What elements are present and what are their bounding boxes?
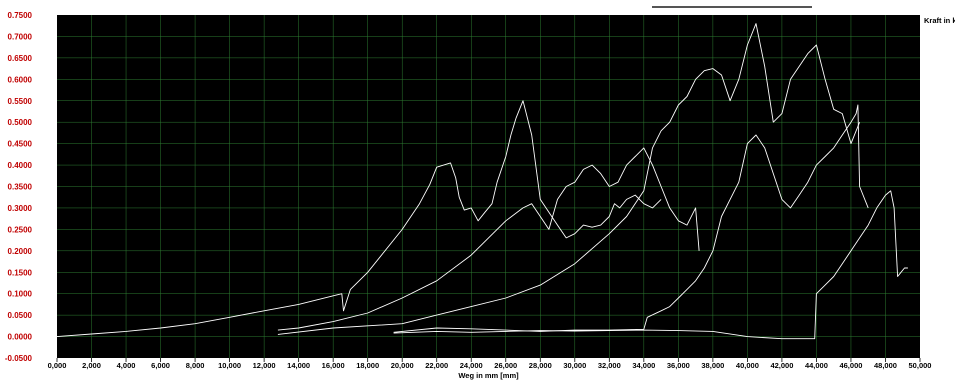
x-tick-label: 50,000 — [909, 361, 932, 370]
series-line-2 — [277, 147, 700, 331]
y-tick-label: 0.3500 — [8, 183, 33, 192]
x-tick-label: 38,000 — [701, 361, 724, 370]
x-tick-label: 24,000 — [460, 361, 483, 370]
y-tick-label: 0.2500 — [8, 225, 33, 234]
x-tick-label: 48,000 — [874, 361, 897, 370]
x-tick-label: 20,000 — [391, 361, 414, 370]
series-line-1 — [56, 100, 662, 338]
y-tick-label: 0.0000 — [8, 333, 33, 342]
x-tick-label: 8,000 — [186, 361, 205, 370]
x-tick-label: 0,000 — [48, 361, 67, 370]
x-axis-ticks: 0,000 2,000 4,000 6,000 8,000 10,000 12,000 14,… — [48, 358, 932, 370]
x-tick-label: 2,000 — [82, 361, 101, 370]
y-tick-label: 0.7000 — [8, 32, 33, 41]
y-tick-label: 0.1500 — [8, 268, 33, 277]
x-tick-label: 10,000 — [218, 361, 241, 370]
grid-lines — [57, 15, 920, 358]
x-tick-label: 44,000 — [805, 361, 828, 370]
x-tick-label: 12,000 — [253, 361, 276, 370]
x-tick-label: 18,000 — [356, 361, 379, 370]
x-tick-label: 28,000 — [529, 361, 552, 370]
y-tick-label: -0.0500 — [5, 354, 33, 363]
y-tick-label: 0.4500 — [8, 140, 33, 149]
x-tick-label: 6,000 — [151, 361, 170, 370]
x-axis-label: Weg in mm [mm] — [458, 371, 519, 380]
x-tick-label: 32,000 — [598, 361, 621, 370]
series-line-3 — [277, 23, 861, 335]
y-tick-label: 0.6000 — [8, 75, 33, 84]
x-tick-label: 14,000 — [287, 361, 310, 370]
x-tick-label: 36,000 — [667, 361, 690, 370]
y-tick-label: 0.2000 — [8, 247, 33, 256]
y-tick-label: 0.5500 — [8, 97, 33, 106]
y-tick-label: 0.4000 — [8, 161, 33, 170]
x-tick-label: 42,000 — [770, 361, 793, 370]
x-tick-label: 22,000 — [425, 361, 448, 370]
y-tick-label: 0.5000 — [8, 118, 33, 127]
y-axis-ticks: 0.7500 0.7000 0.6500 0.6000 0.5500 0.5000 0.45… — [5, 11, 33, 363]
y-tick-label: 0.6500 — [8, 54, 33, 63]
data-series — [56, 23, 908, 340]
x-tick-label: 30,000 — [563, 361, 586, 370]
x-tick-label: 34,000 — [632, 361, 655, 370]
x-tick-label: 4,000 — [117, 361, 136, 370]
y-axis-label: Kraft in kN — [924, 16, 955, 25]
y-tick-label: 0.1000 — [8, 290, 33, 299]
y-tick-label: 0.7500 — [8, 11, 33, 20]
x-tick-label: 40,000 — [736, 361, 759, 370]
y-tick-label: 0.3000 — [8, 204, 33, 213]
y-tick-label: 0.0500 — [8, 311, 33, 320]
x-tick-label: 26,000 — [494, 361, 517, 370]
series-line-5 — [393, 190, 908, 340]
series-line-4 — [393, 104, 869, 333]
x-tick-label: 16,000 — [322, 361, 345, 370]
x-tick-label: 46,000 — [839, 361, 862, 370]
